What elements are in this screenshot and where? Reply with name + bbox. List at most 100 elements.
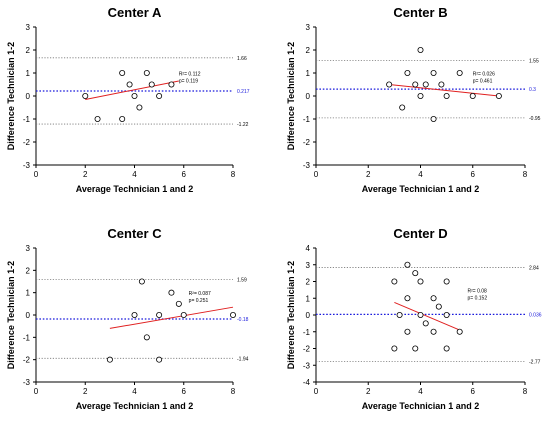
lower-loa-label: -0.95 <box>529 116 541 122</box>
data-point <box>404 328 411 335</box>
x-tick-label: 0 <box>34 387 39 396</box>
y-tick-label: 3 <box>306 23 311 32</box>
y-tick-label: 2 <box>26 266 31 275</box>
p-value-text: p= 0.461 <box>473 78 493 84</box>
x-tick-label: 2 <box>83 170 88 179</box>
data-point <box>417 278 424 285</box>
panel-2: Center B 0 2 4 6 8 -3 -2 -1 0 1 2 3 Average Technicia… <box>286 5 541 194</box>
y-tick-label: -3 <box>23 378 31 387</box>
y-axis-label: Difference Technician 1-2 <box>286 42 296 150</box>
x-axis-label: Average Technician 1 and 2 <box>362 184 480 194</box>
y-tick-label: -2 <box>23 138 31 147</box>
data-point <box>404 70 411 77</box>
y-tick-label: 0 <box>26 92 31 101</box>
data-point <box>143 334 150 341</box>
data-point <box>430 328 437 335</box>
data-point <box>443 93 450 100</box>
data-point <box>456 328 463 335</box>
y-tick-label: -4 <box>303 378 311 387</box>
data-point <box>430 295 437 302</box>
y-tick-label: -3 <box>23 161 31 170</box>
data-point <box>131 311 138 318</box>
data-point <box>417 93 424 100</box>
regression-line <box>394 301 460 331</box>
data-point <box>126 81 133 88</box>
data-point <box>148 81 155 88</box>
y-tick-label: 3 <box>306 261 311 270</box>
x-tick-label: 6 <box>182 387 187 396</box>
x-tick-label: 2 <box>83 387 88 396</box>
data-point <box>119 116 126 123</box>
x-tick-label: 0 <box>314 387 319 396</box>
y-tick-label: 0 <box>306 311 311 320</box>
x-tick-label: 4 <box>132 387 137 396</box>
panel-title: Center A <box>108 5 162 20</box>
data-point <box>456 70 463 77</box>
x-tick-label: 4 <box>418 387 423 396</box>
data-point <box>412 81 419 88</box>
data-point <box>175 300 182 307</box>
data-point <box>138 278 145 285</box>
data-point <box>391 345 398 352</box>
data-point <box>396 311 403 318</box>
y-tick-label: 2 <box>26 46 31 55</box>
data-point <box>469 93 476 100</box>
data-point <box>143 70 150 77</box>
y-axis-label: Difference Technician 1-2 <box>6 42 16 150</box>
data-point <box>412 270 419 277</box>
data-point <box>495 93 502 100</box>
bias-label: 0.036 <box>529 312 542 318</box>
y-tick-label: 3 <box>26 244 31 253</box>
x-tick-label: 8 <box>231 170 236 179</box>
p-value-text: p= 0.251 <box>189 298 209 304</box>
upper-loa-label: 1.59 <box>237 277 247 283</box>
y-tick-label: -2 <box>303 138 311 147</box>
panel-4: Center D 0 2 4 6 8 -4 -3 -2 -1 0 1 2 3 4 Average Techni… <box>286 226 542 411</box>
y-tick-label: -1 <box>303 115 311 124</box>
x-axis-label: Average Technician 1 and 2 <box>76 401 194 411</box>
x-axis-label: Average Technician 1 and 2 <box>76 184 194 194</box>
y-tick-label: -2 <box>23 356 31 365</box>
bias-label: 0.3 <box>529 87 536 93</box>
data-point <box>404 261 411 268</box>
r-squared-text: R²= 0.112 <box>179 71 201 77</box>
data-point <box>168 81 175 88</box>
lower-loa-label: -2.77 <box>529 359 541 365</box>
y-tick-label: 4 <box>306 244 311 253</box>
y-tick-label: 1 <box>26 289 31 298</box>
y-tick-label: -1 <box>23 115 31 124</box>
data-point <box>106 356 113 363</box>
regression-line <box>109 306 234 329</box>
y-tick-label: 0 <box>306 92 311 101</box>
x-tick-label: 8 <box>231 387 236 396</box>
data-point <box>422 81 429 88</box>
panel-3: Center C 0 2 4 6 8 -3 -2 -1 0 1 2 3 Average Technicia… <box>6 226 249 411</box>
data-point <box>438 81 445 88</box>
x-tick-label: 0 <box>34 170 39 179</box>
x-tick-label: 6 <box>471 387 476 396</box>
y-tick-label: 2 <box>306 46 311 55</box>
data-point <box>131 93 138 100</box>
data-point <box>156 311 163 318</box>
bias-label: -0.18 <box>237 317 249 323</box>
upper-loa-label: 2.84 <box>529 265 539 271</box>
data-point <box>119 70 126 77</box>
panel-1: Center A 0 2 4 6 8 -3 -2 -1 0 1 2 3 Average Technicia… <box>6 5 250 194</box>
data-point <box>136 104 143 111</box>
data-point <box>430 70 437 77</box>
data-point <box>443 345 450 352</box>
data-point <box>94 116 101 123</box>
x-tick-label: 2 <box>366 170 371 179</box>
x-tick-label: 2 <box>366 387 371 396</box>
data-point <box>82 93 89 100</box>
bias-label: 0.217 <box>237 89 250 95</box>
data-point <box>417 47 424 54</box>
y-axis-label: Difference Technician 1-2 <box>286 261 296 369</box>
data-point <box>404 295 411 302</box>
y-tick-label: 1 <box>306 69 311 78</box>
x-tick-label: 4 <box>132 170 137 179</box>
data-point <box>443 278 450 285</box>
data-point <box>156 93 163 100</box>
y-tick-label: -1 <box>303 328 311 337</box>
